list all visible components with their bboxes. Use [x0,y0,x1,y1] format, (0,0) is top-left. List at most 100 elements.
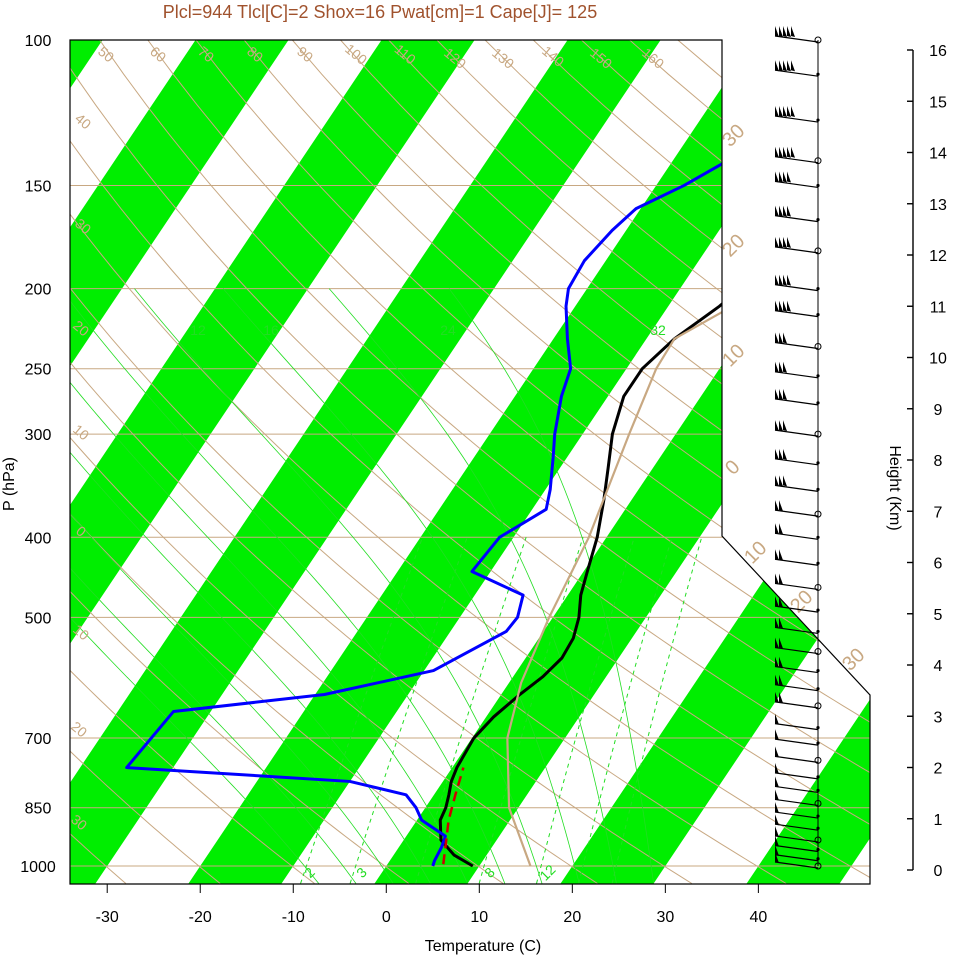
height-tick-label: 10 [929,351,947,368]
wind-barb [774,284,819,292]
wind-barb-flag [791,106,795,118]
wind-barb-flag [779,332,783,344]
dry-adiabat [70,40,693,884]
wind-barb-flag [783,106,787,118]
height-tick-label: 6 [934,556,943,573]
wind-barb-flag [783,205,787,217]
wind-barb-flag [779,361,783,373]
dry-adiabat [291,40,870,884]
dry-adiabat [243,40,870,884]
dry-adiabat-label: 40 [72,110,94,132]
pressure-tick-label: 250 [25,362,52,379]
x-tick-label: 20 [563,909,581,926]
pressure-tick-label: 400 [25,530,52,547]
temperature-band [560,40,870,884]
wind-barb-flag [787,146,791,158]
wind-barb-flag [783,332,787,344]
x-tick-label: -10 [282,909,305,926]
mixing-ratio-line [536,537,635,884]
wind-barb-flag [775,171,779,183]
wind-barb [774,246,819,254]
pressure-tick-label: 850 [25,801,52,818]
wind-barb [774,823,819,831]
wind-barb [774,811,819,819]
wind-barb-flag [775,617,779,629]
wind-barb [774,558,819,566]
dry-adiabat [70,40,315,884]
wind-barbs [774,26,822,870]
wind-station-dot [816,857,820,861]
wind-barb [774,484,819,492]
wind-station-circle [814,799,822,807]
wind-barb-flag [775,300,779,312]
wind-barb-flag [779,106,783,118]
x-tick-label: -30 [96,909,119,926]
moist-adiabat [70,288,320,884]
wind-barb-flag [775,637,779,649]
dry-adiabat [195,40,870,884]
wind-barb [774,738,819,746]
mixing-ratio-line [611,537,703,884]
dry-adiabat-label: 50 [95,43,117,65]
wind-barb [774,156,819,164]
wind-barb-flag [783,236,787,248]
wind-station-dot [816,374,820,378]
wind-barb [774,798,819,807]
wind-barb-flag [775,674,779,686]
wind-station-dot [816,608,820,612]
wind-station-circle [814,36,822,44]
temperature-line-label: 0 [721,456,744,479]
wind-barb-flag [779,500,783,512]
mixing-ratio-line [349,537,468,884]
pressure-tick-label: 1000 [20,859,56,876]
wind-barb-flag [779,274,783,286]
x-tick-label: 10 [470,909,488,926]
x-axis-label: Temperature (C) [425,938,541,955]
wind-barb-flag [787,205,791,217]
mixing-ratio-line [478,537,584,884]
wind-barb-flag [779,236,783,248]
wind-barb [774,684,819,692]
wind-barb-flag [775,420,779,432]
wind-station-dot [816,561,820,565]
wind-barb [774,854,819,862]
height-tick-label: 2 [934,761,943,778]
wind-barb [774,180,819,189]
wind-station-circle [814,702,822,710]
chart-title: Plcl=944 Tlcl[C]=2 Shox=16 Pwat[cm]=1 Ca… [163,2,597,22]
height-tick-label: 1 [934,812,943,829]
wind-barb-flag [783,26,787,37]
wind-barb-flag [775,776,779,788]
dry-adiabat [70,40,787,884]
wind-barb-flag [783,274,787,286]
wind-barb-flag [783,300,787,312]
pressure-tick-label: 200 [25,282,52,299]
wind-barb-flag [783,60,787,72]
wind-station-circle [814,583,822,591]
wind-station-dot [816,741,820,745]
wind-station-dot [816,726,820,730]
mixing-ratio-label: 16 [263,322,279,338]
wind-barb [774,835,819,843]
wind-barb-flag [787,300,791,312]
mixing-ratio-label: 24 [440,322,456,338]
wind-barb-flag [775,746,779,758]
dry-adiabat [70,40,410,884]
wind-barb [774,605,819,613]
dry-adiabat [70,40,504,884]
dry-adiabat [581,40,870,884]
wind-station-dot [816,183,820,188]
wind-barb-flag [787,171,791,183]
wind-barb-flag [783,361,787,373]
wind-barb-flag [775,825,779,837]
lifted-parcel-line [442,767,465,865]
wind-barb-flag [779,656,783,668]
wind-barb-flag [775,852,779,863]
wind-station-dot [816,487,820,492]
wind-barb-flag [779,617,783,629]
height-tick-label: 15 [929,94,947,111]
wind-barb-flag [779,448,783,460]
wind-barb-flag [775,332,779,344]
wind-barb [774,755,819,763]
wind-barb [774,341,819,350]
